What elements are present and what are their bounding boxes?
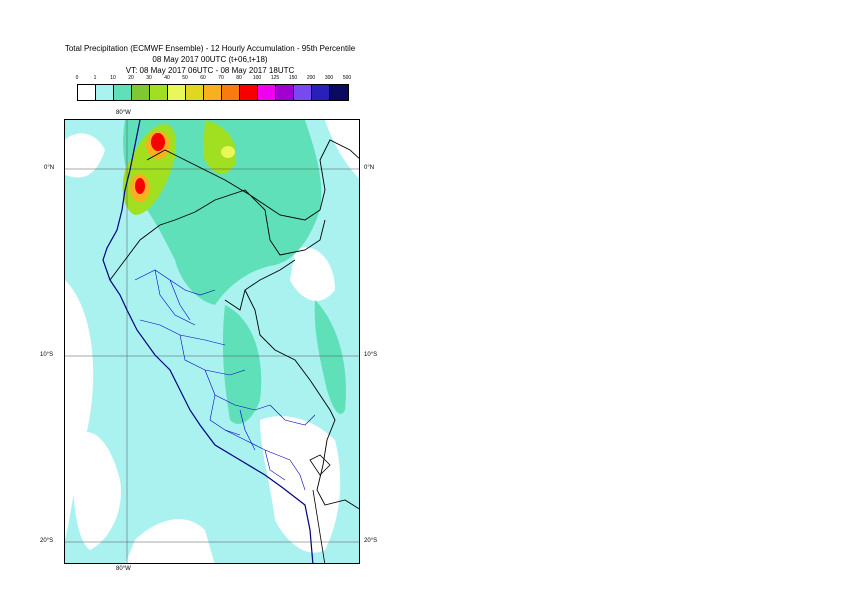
legend-swatch bbox=[150, 85, 168, 100]
legend-swatch bbox=[312, 85, 330, 100]
legend-swatch bbox=[222, 85, 240, 100]
lat-label-right: 20°S bbox=[364, 538, 378, 544]
valid-time-label: VT: 08 May 2017 06UTC - 08 May 2017 18UT… bbox=[125, 66, 295, 75]
border-peru-north bbox=[109, 189, 326, 281]
map-title: Total Precipitation (ECMWF Ensemble) - 1… bbox=[64, 44, 356, 53]
legend-swatch bbox=[96, 85, 114, 100]
legend-tick: 50 bbox=[182, 75, 188, 81]
legend-tick: 100 bbox=[252, 75, 262, 81]
map-canvas bbox=[65, 120, 359, 563]
legend-swatch bbox=[276, 85, 294, 100]
legend-swatch bbox=[114, 85, 132, 100]
legend-tick: 20 bbox=[128, 75, 134, 81]
lat-label-right: 10°S bbox=[364, 352, 378, 358]
color-legend bbox=[77, 84, 349, 101]
legend-swatch bbox=[78, 85, 96, 100]
lon-label-top: 80°W bbox=[116, 110, 131, 116]
dry-area bbox=[325, 120, 359, 179]
legend-tick: 1 bbox=[93, 75, 97, 81]
legend-tick-labels: 0 1 10 20 30 40 50 60 70 80 100 125 150 200 300 500 bbox=[75, 75, 352, 85]
border-peru-brazil-bolivia bbox=[244, 289, 359, 510]
legend-swatch bbox=[168, 85, 186, 100]
precip-field-moderate bbox=[222, 305, 262, 424]
legend-tick: 70 bbox=[218, 75, 224, 81]
precip-core bbox=[135, 178, 145, 194]
dry-area bbox=[65, 280, 94, 540]
legend-tick: 300 bbox=[324, 75, 334, 81]
dry-area bbox=[125, 519, 215, 563]
legend-tick: 10 bbox=[110, 75, 116, 81]
precip-core bbox=[221, 146, 235, 158]
run-time-label: 08 May 2017 00UTC (t+06,t+18) bbox=[152, 55, 268, 64]
legend-swatch bbox=[132, 85, 150, 100]
dry-area bbox=[260, 416, 341, 553]
dry-area bbox=[72, 432, 121, 550]
dry-area bbox=[290, 247, 335, 301]
border-peru-east bbox=[224, 259, 296, 311]
precip-core bbox=[151, 133, 165, 151]
legend-tick: 500 bbox=[342, 75, 352, 81]
legend-tick: 30 bbox=[146, 75, 152, 81]
lat-label-left: 0°N bbox=[44, 165, 55, 171]
legend-tick: 60 bbox=[200, 75, 206, 81]
region-borders bbox=[134, 269, 316, 491]
border-chile-bolivia bbox=[312, 489, 326, 563]
precip-field-moderate bbox=[123, 120, 322, 305]
legend-tick: 0 bbox=[75, 75, 79, 81]
legend-swatch bbox=[294, 85, 312, 100]
lake-titicaca bbox=[309, 454, 331, 476]
legend-swatch bbox=[186, 85, 204, 100]
legend-tick: 40 bbox=[164, 75, 170, 81]
legend-tick: 125 bbox=[270, 75, 280, 81]
legend-tick: 80 bbox=[236, 75, 242, 81]
lat-label-right: 0°N bbox=[364, 165, 375, 171]
precip-core bbox=[203, 120, 236, 174]
precip-field-moderate bbox=[314, 300, 346, 414]
legend-swatch bbox=[330, 85, 348, 100]
dry-area bbox=[65, 133, 105, 178]
legend-tick: 150 bbox=[288, 75, 298, 81]
lat-label-left: 20°S bbox=[40, 538, 54, 544]
legend-swatch bbox=[204, 85, 222, 100]
legend-tick: 200 bbox=[306, 75, 316, 81]
legend-swatch bbox=[240, 85, 258, 100]
border-ecuador-colombia bbox=[146, 139, 359, 221]
legend-swatch bbox=[258, 85, 276, 100]
precipitation-map[interactable] bbox=[64, 119, 360, 564]
lon-label-bottom: 80°W bbox=[116, 566, 131, 572]
lat-label-left: 10°S bbox=[40, 352, 54, 358]
coastline bbox=[102, 120, 314, 563]
